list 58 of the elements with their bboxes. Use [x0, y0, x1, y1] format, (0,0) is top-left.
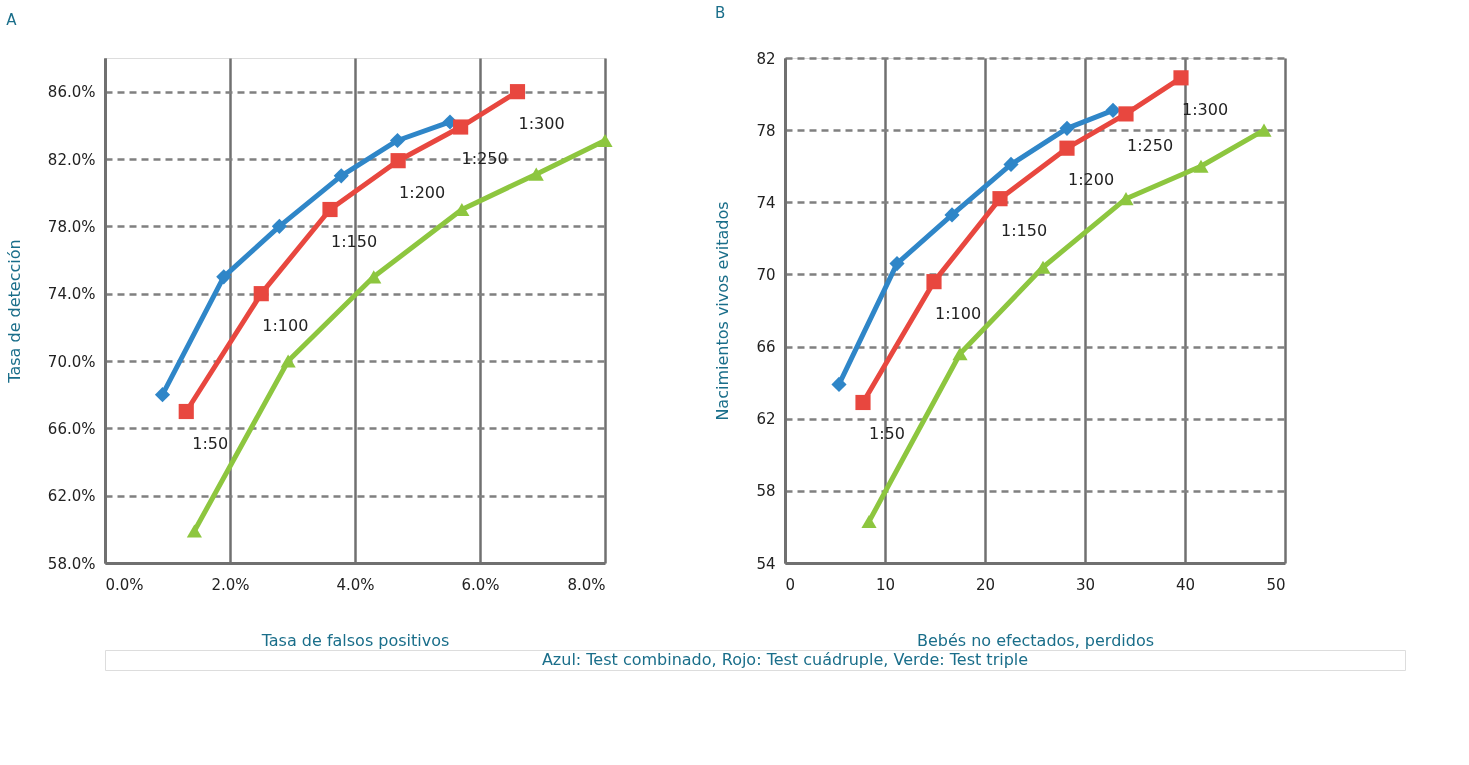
- point: [926, 274, 942, 290]
- y-tick-label: 74.0%: [47, 285, 96, 304]
- point: [1035, 260, 1051, 274]
- annotation: 1:100: [934, 303, 982, 323]
- y-tick-label: 86.0%: [47, 83, 96, 102]
- y-tick-label: 58.0%: [47, 554, 96, 573]
- point: [1059, 120, 1075, 136]
- y-tick-label: 82: [756, 49, 776, 68]
- y-tick-label: 62: [756, 410, 776, 429]
- x-tick-label: 0.0%: [105, 575, 144, 594]
- y-tick-label: 78: [756, 121, 776, 140]
- chart-title: B: [714, 4, 726, 22]
- point: [1173, 70, 1189, 86]
- annotation: 1:100: [262, 315, 309, 335]
- point: [1059, 140, 1075, 156]
- point: [855, 394, 871, 411]
- x-tick-label: 40: [1175, 575, 1196, 594]
- x-tick-label: 30: [1075, 575, 1096, 594]
- y-tick-label: 66.0%: [47, 419, 96, 438]
- x-tick-label: 4.0%: [336, 575, 375, 594]
- point: [831, 376, 847, 393]
- y-tick-label: 70.0%: [47, 352, 96, 371]
- point: [889, 256, 905, 272]
- y-axis-title: Nacimientos vivos evitados: [713, 201, 733, 421]
- point: [1105, 102, 1121, 118]
- x-tick-label: 50: [1266, 575, 1286, 594]
- annotation: 1:200: [399, 182, 446, 202]
- point: [944, 207, 960, 223]
- x-tick-label: 10: [875, 575, 896, 594]
- x-tick-label: 8.0%: [567, 575, 606, 594]
- annotation: 1:300: [518, 113, 565, 133]
- point: [1118, 106, 1134, 122]
- point: [861, 514, 877, 529]
- text: Azul: Test combinado, Rojo: Test cuádruple, Verde: Test triple: [541, 650, 1029, 669]
- annotation: 1:50: [192, 433, 229, 453]
- x-axis-title: Bebés no efectados, perdidos: [916, 630, 1155, 650]
- y-tick-label: 74: [756, 193, 776, 212]
- annotation: 1:150: [1000, 220, 1048, 240]
- chart-title: A: [6, 11, 18, 29]
- point: [992, 191, 1008, 207]
- point: [1003, 156, 1019, 172]
- y-tick-label: 66: [756, 338, 776, 357]
- x-tick-label: 20: [975, 575, 996, 594]
- y-tick-label: 70: [756, 265, 776, 284]
- y-tick-label: 82.0%: [47, 150, 96, 169]
- point: [952, 347, 968, 361]
- y-tick-label: 78.0%: [47, 217, 96, 236]
- point: [1193, 159, 1209, 173]
- y-tick-label: 58: [756, 482, 776, 501]
- point: [1256, 123, 1272, 137]
- x-tick-label: 2.0%: [211, 575, 250, 594]
- annotation: 1:250: [1126, 135, 1174, 155]
- x-axis-title: Tasa de falsos positivos: [260, 630, 450, 650]
- x-tick-label: 0: [785, 575, 796, 594]
- y-tick-label: 62.0%: [47, 487, 96, 506]
- y-axis-title: Tasa de detección: [4, 239, 24, 384]
- x-tick-label: 6.0%: [461, 575, 500, 594]
- y-tick-label: 54: [756, 554, 776, 573]
